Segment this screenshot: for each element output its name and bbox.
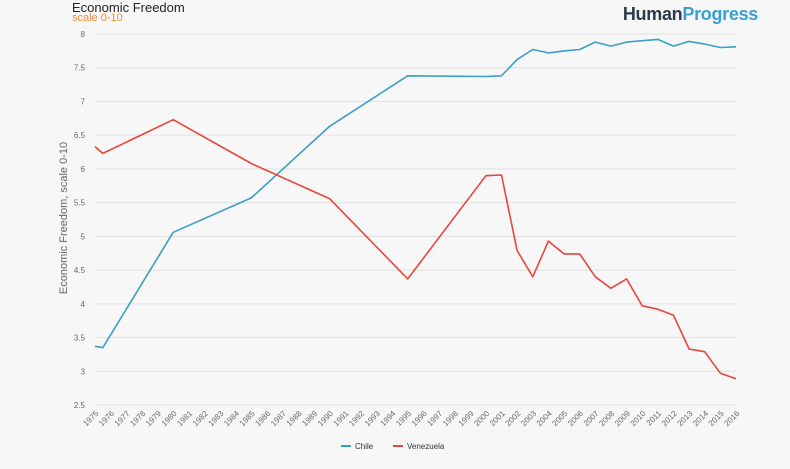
x-tick-label: 1978 bbox=[128, 409, 147, 428]
x-tick-label: 1992 bbox=[347, 409, 366, 428]
x-tick-label: 2004 bbox=[535, 409, 554, 428]
x-tick-label: 1984 bbox=[222, 409, 241, 428]
y-axis-ticks: 2.5 3 3.5 4 4.5 5 5.5 6 6.5 7 7.5 8 bbox=[74, 30, 86, 410]
x-tick-label: 2006 bbox=[566, 409, 585, 428]
logo-text-progress: Progress bbox=[682, 4, 758, 24]
x-tick-label: 1996 bbox=[410, 409, 429, 428]
y-tick-label: 5.5 bbox=[74, 199, 86, 208]
chart-title: Economic Freedom bbox=[72, 0, 185, 15]
x-tick-label: 2014 bbox=[691, 409, 710, 428]
x-tick-label: 2015 bbox=[707, 409, 726, 428]
y-tick-label: 3 bbox=[81, 367, 86, 376]
x-tick-label: 1999 bbox=[457, 409, 476, 428]
x-tick-label: 2002 bbox=[504, 409, 523, 428]
x-tick-label: 2011 bbox=[645, 409, 664, 428]
x-tick-label: 2008 bbox=[597, 409, 616, 428]
humanprogress-logo[interactable]: HumanProgress bbox=[623, 4, 758, 25]
x-tick-label: 1989 bbox=[300, 409, 319, 428]
x-tick-label: 2003 bbox=[519, 409, 538, 428]
x-tick-label: 1994 bbox=[379, 409, 398, 428]
y-tick-label: 3.5 bbox=[74, 334, 86, 343]
x-tick-label: 2005 bbox=[550, 409, 569, 428]
x-tick-label: 2013 bbox=[676, 409, 695, 428]
x-tick-label: 1991 bbox=[332, 409, 351, 428]
x-tick-label: 1975 bbox=[81, 409, 100, 428]
y-tick-label: 4.5 bbox=[74, 266, 86, 275]
series-line-venezuela[interactable] bbox=[94, 118, 737, 380]
x-tick-label: 1995 bbox=[394, 409, 413, 428]
x-tick-label: 1980 bbox=[160, 409, 179, 428]
x-axis-ticks: 1975197619771978197919801981198219831984… bbox=[81, 409, 741, 428]
x-tick-label: 2009 bbox=[613, 409, 632, 428]
chart-subtitle: scale 0-10 bbox=[72, 12, 123, 24]
x-tick-label: 1986 bbox=[253, 409, 272, 428]
x-tick-label: 1988 bbox=[285, 409, 304, 428]
x-tick-label: 1977 bbox=[113, 409, 132, 428]
legend-label-chile[interactable]: Chile bbox=[355, 442, 374, 451]
y-tick-label: 4 bbox=[81, 300, 86, 309]
x-tick-label: 1976 bbox=[97, 409, 116, 428]
x-tick-label: 1998 bbox=[441, 409, 460, 428]
x-tick-label: 2007 bbox=[582, 409, 601, 428]
legend: Chile Venezuela bbox=[341, 442, 445, 451]
y-tick-label: 6 bbox=[81, 165, 86, 174]
y-tick-label: 7 bbox=[81, 97, 86, 106]
x-tick-label: 1997 bbox=[425, 409, 444, 428]
logo-text-human: Human bbox=[622, 4, 683, 24]
x-tick-label: 1993 bbox=[363, 409, 382, 428]
x-tick-label: 2012 bbox=[660, 409, 679, 428]
x-tick-label: 1981 bbox=[175, 409, 194, 428]
y-tick-label: 5 bbox=[81, 232, 86, 241]
x-tick-label: 1985 bbox=[238, 409, 257, 428]
x-tick-label: 1979 bbox=[144, 409, 163, 428]
x-tick-label: 1990 bbox=[316, 409, 335, 428]
series-line-chile[interactable] bbox=[94, 38, 737, 349]
y-tick-label: 2.5 bbox=[74, 401, 86, 410]
x-tick-label: 1983 bbox=[207, 409, 226, 428]
x-tick-label: 2000 bbox=[472, 409, 491, 428]
y-axis-label: Economic Freedom, scale 0-10 bbox=[58, 142, 70, 294]
x-tick-label: 2010 bbox=[629, 409, 648, 428]
x-tick-label: 2001 bbox=[488, 409, 507, 428]
y-tick-label: 6.5 bbox=[74, 131, 86, 140]
grid-lines bbox=[95, 33, 736, 406]
y-tick-label: 8 bbox=[81, 30, 86, 39]
legend-label-venezuela[interactable]: Venezuela bbox=[407, 442, 445, 451]
x-tick-label: 1982 bbox=[191, 409, 210, 428]
x-tick-label: 1987 bbox=[269, 409, 288, 428]
x-tick-label: 2016 bbox=[722, 409, 741, 428]
series-lines bbox=[94, 38, 737, 380]
y-tick-label: 7.5 bbox=[74, 64, 86, 73]
